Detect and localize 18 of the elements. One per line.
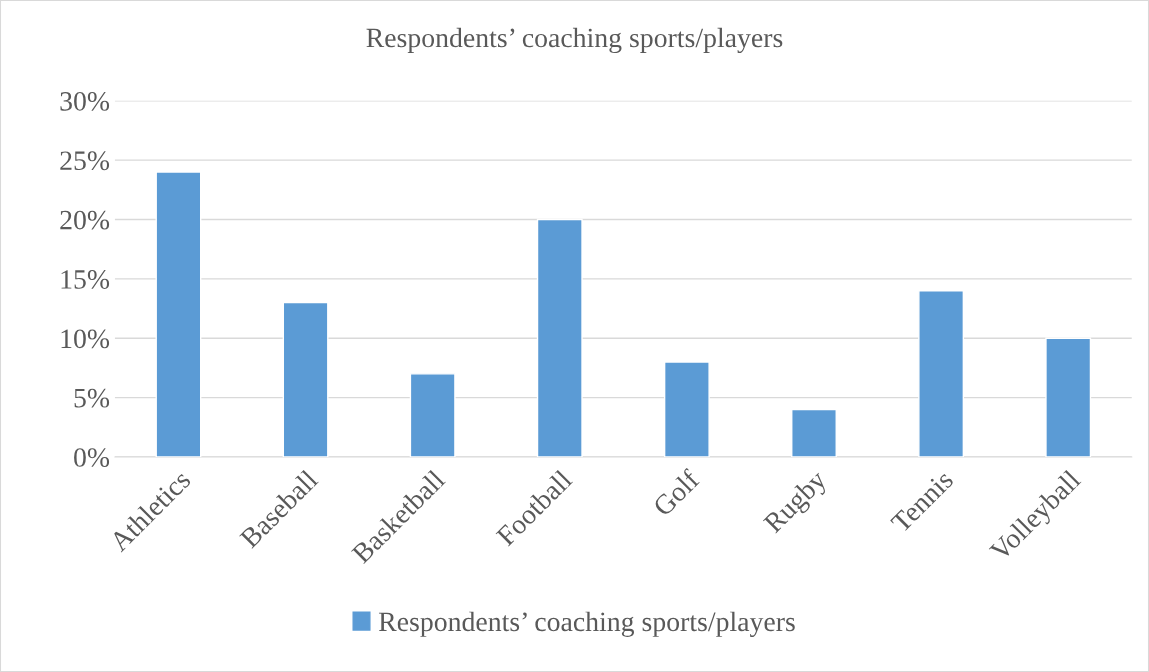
bar [1045, 337, 1092, 457]
y-tick-label: 15% [61, 270, 110, 289]
bar [409, 373, 456, 457]
y-tick-label: 30% [60, 91, 110, 111]
y-tick-label: 10% [61, 329, 110, 349]
y-tick-label: 0% [74, 448, 110, 467]
bar [918, 290, 965, 457]
bar [536, 218, 583, 457]
bar [791, 408, 837, 457]
x-tick-label: Golf [651, 467, 701, 518]
bar [282, 301, 329, 457]
y-tick-label: 25% [60, 151, 110, 171]
chart-title: Respondents’ coaching sports/players [366, 27, 783, 54]
bar [663, 361, 710, 457]
y-tick-label: 5% [74, 388, 110, 408]
legend-label: Respondents’ coaching sports/players [378, 611, 795, 637]
y-tick-label: 20% [60, 210, 110, 230]
bar [155, 171, 202, 457]
